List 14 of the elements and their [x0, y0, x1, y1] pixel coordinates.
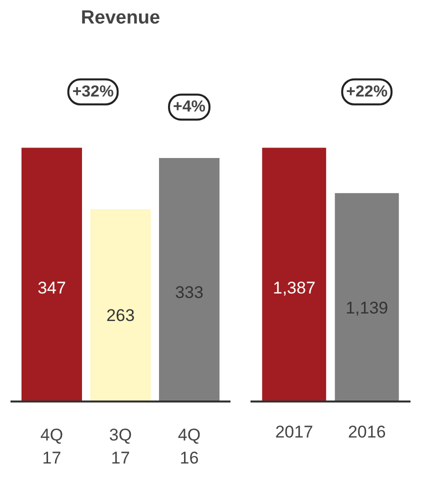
data-label: 347 [38, 278, 66, 298]
data-label: 1,139 [346, 298, 388, 318]
text: +22% [346, 83, 388, 100]
x-tick-label: 4Q 16 [178, 426, 201, 468]
data-label: 1,387 [272, 278, 316, 298]
x-tick-label: 3Q 17 [109, 426, 132, 468]
data-label: 333 [175, 282, 204, 302]
x-tick-label: 2016 [348, 422, 386, 442]
data-label: 263 [106, 306, 135, 325]
text: +4% [173, 98, 206, 116]
x-tick-label: 2017 [275, 422, 314, 442]
x-tick-label: 4Q 17 [40, 426, 64, 468]
text: +32% [72, 83, 114, 100]
chart-title: Revenue [80, 8, 160, 28]
